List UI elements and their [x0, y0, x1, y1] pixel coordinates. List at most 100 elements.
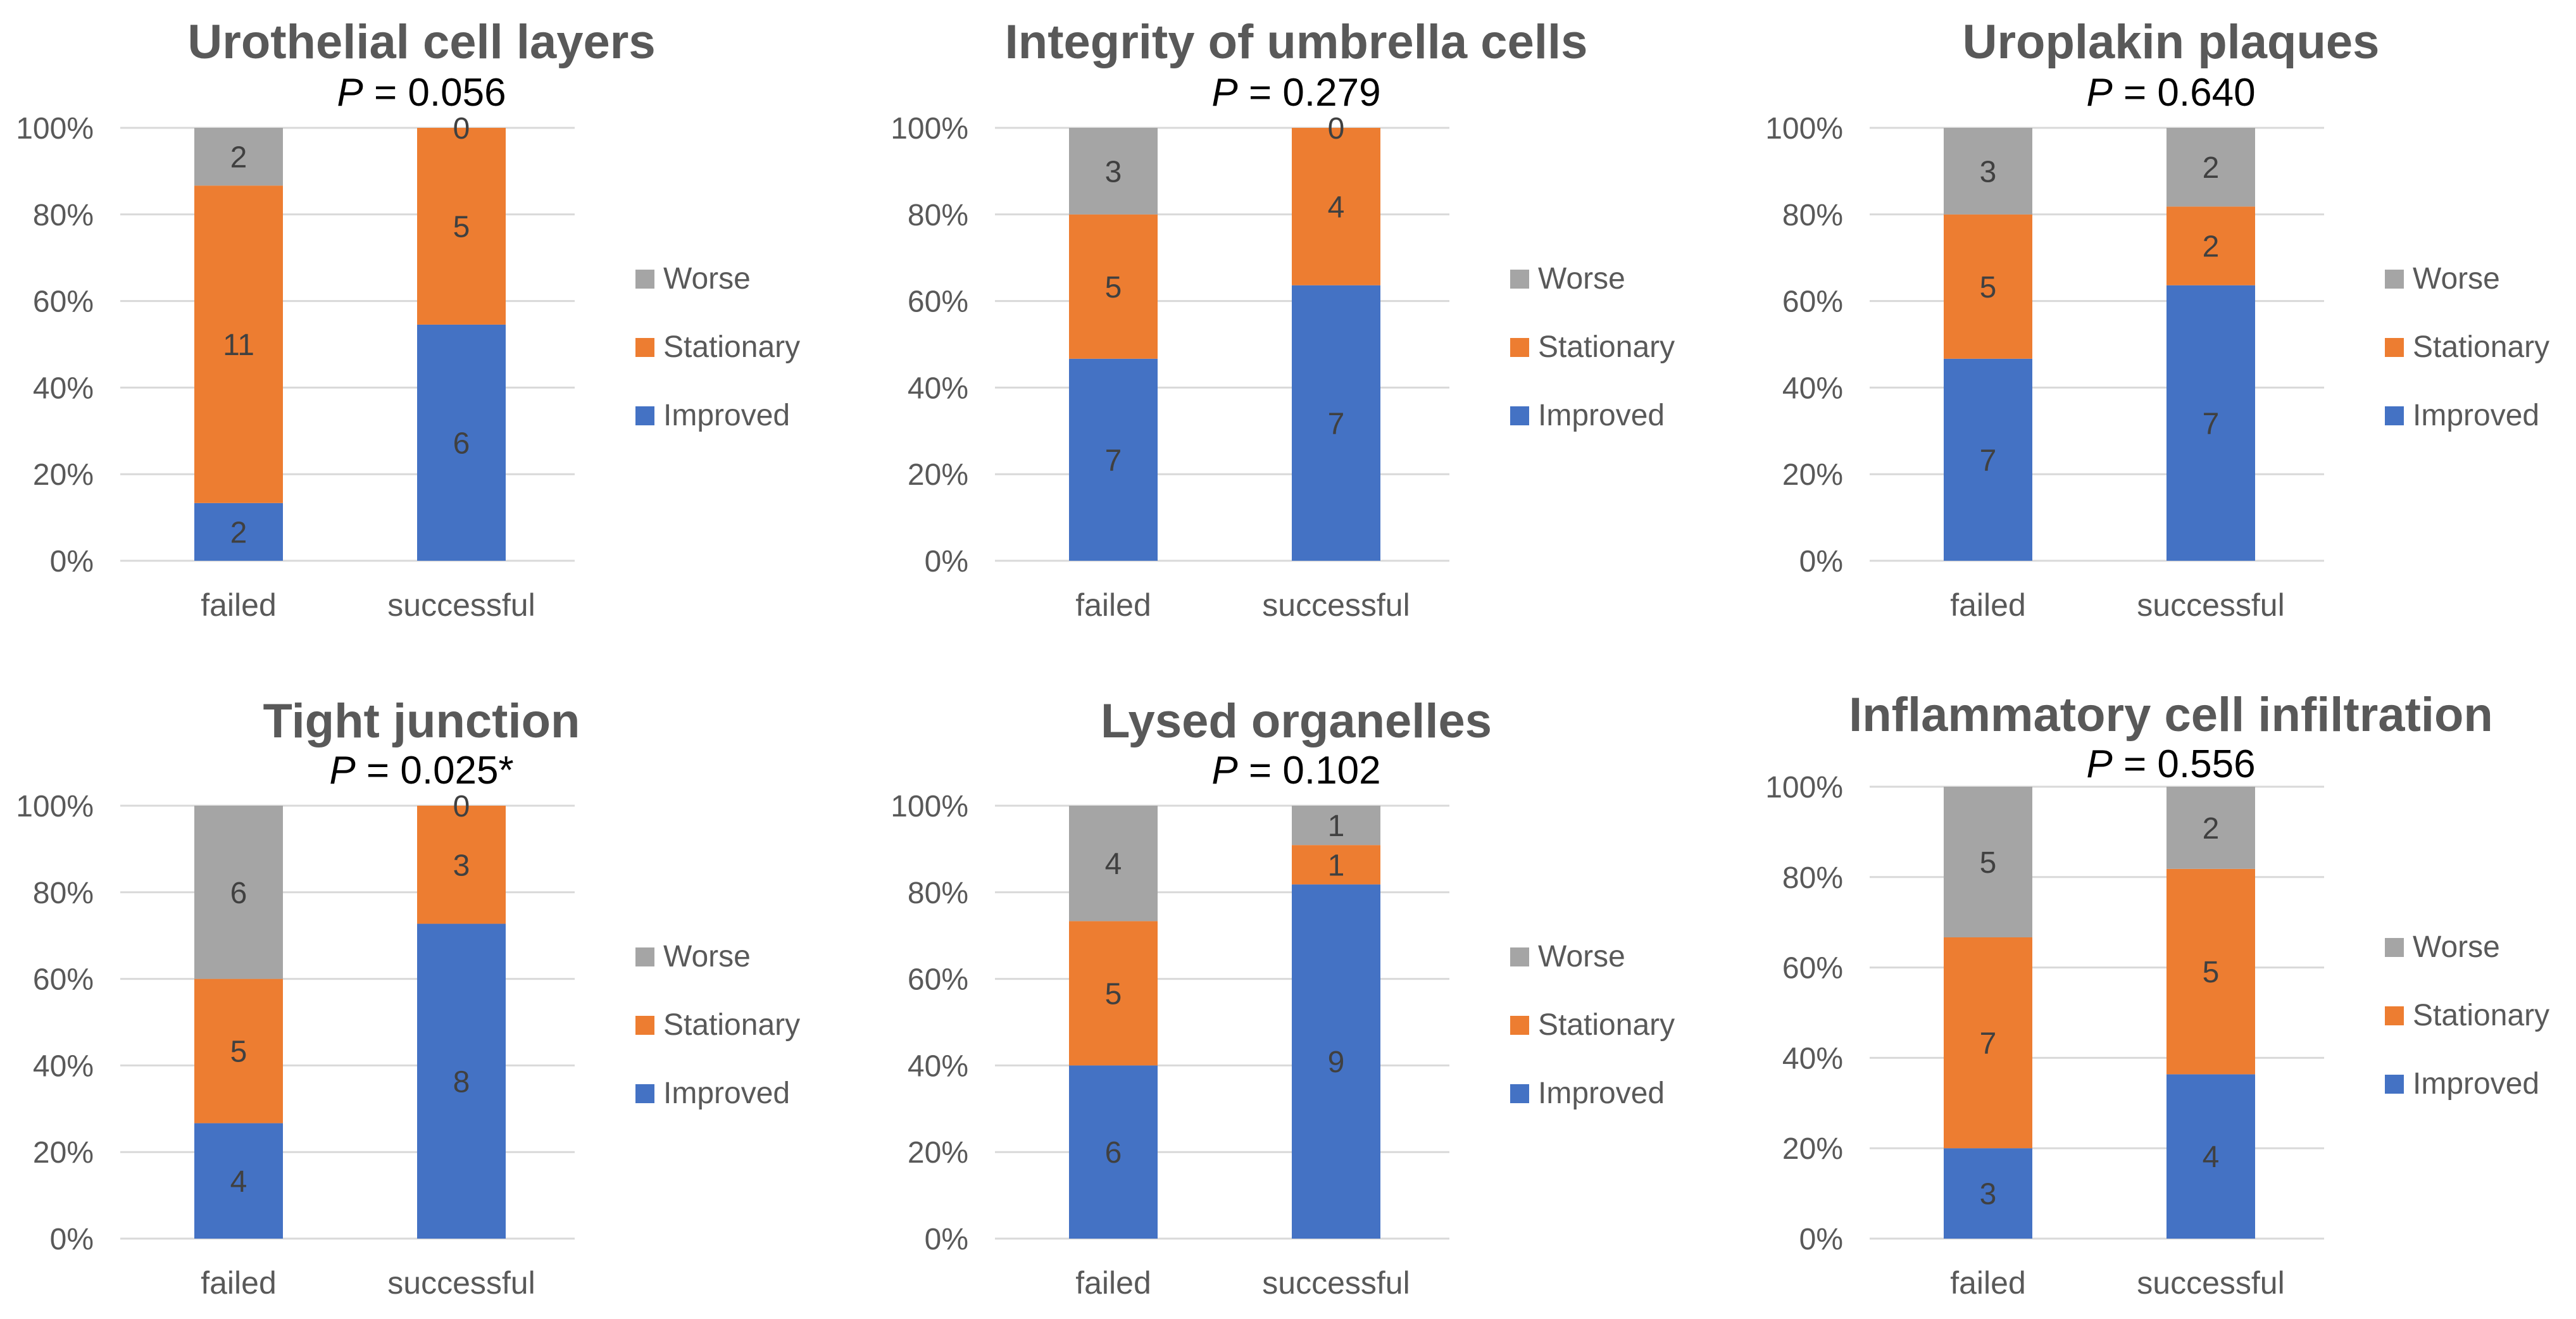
y-tick-label: 20% [33, 458, 94, 492]
bar-segment-worse [194, 128, 283, 186]
legend-label: Stationary [1538, 330, 1675, 364]
data-label: 0 [453, 790, 470, 823]
p-value-label: P = 0.102 [1211, 749, 1380, 792]
x-tick-label: failed [201, 587, 277, 623]
legend-swatch [1510, 270, 1529, 289]
bar-segment-stationary [417, 806, 506, 924]
bar-segment-improved [1069, 358, 1158, 561]
legend-label: Improved [663, 399, 790, 432]
legend-item-worse: Worse [1510, 940, 1625, 973]
legend-item-improved: Improved [1510, 1077, 1665, 1110]
chart-title: Uroplakin plaques [1963, 15, 2380, 69]
legend-item-improved: Improved [635, 1077, 790, 1110]
p-value: = 0.640 [2113, 71, 2256, 115]
y-tick-label: 20% [1782, 458, 1843, 492]
p-value: = 0.056 [363, 71, 506, 115]
y-tick-label: 40% [908, 1049, 968, 1083]
legend-swatch [1510, 338, 1529, 357]
bar-segment-stationary [194, 185, 283, 503]
legend-label: Worse [663, 940, 751, 973]
bar-segment-improved [1944, 358, 2032, 561]
bar-segment-improved [417, 324, 506, 561]
y-tick-label: 80% [908, 877, 968, 910]
legend-label: Worse [2413, 930, 2500, 964]
legend-swatch [2385, 270, 2404, 289]
legend-swatch [1510, 1084, 1529, 1103]
p-value-label: P = 0.279 [1211, 71, 1380, 115]
legend-item-stationary: Stationary [1510, 1008, 1675, 1042]
y-tick-label: 40% [33, 1049, 94, 1083]
legend-swatch [1510, 947, 1529, 966]
y-tick-label: 20% [908, 458, 968, 492]
data-label: 3 [1105, 155, 1122, 189]
y-tick-label: 0% [925, 1223, 968, 1256]
data-label: 4 [2203, 1141, 2220, 1174]
data-label: 0 [1328, 112, 1345, 146]
bar-segment-stationary [194, 978, 283, 1123]
data-label: 7 [1980, 1027, 1997, 1061]
data-label: 1 [1328, 810, 1345, 843]
bar-segment-improved [194, 1123, 283, 1239]
data-label: 8 [453, 1065, 470, 1099]
data-label: 11 [223, 328, 254, 362]
y-tick-label: 80% [1782, 861, 1843, 895]
legend-item-improved: Improved [2385, 1067, 2539, 1101]
data-label: 3 [1980, 155, 1997, 189]
bar-segment-improved [1069, 1065, 1158, 1239]
data-label: 5 [230, 1035, 247, 1069]
bar-segment-stationary [2166, 868, 2255, 1075]
y-tick-label: 100% [16, 112, 94, 146]
bar-segment-worse [194, 806, 283, 979]
data-label: 6 [453, 427, 470, 460]
bar-segment-improved [2166, 285, 2255, 561]
data-label: 5 [453, 210, 470, 244]
data-label: 5 [1105, 271, 1122, 304]
legend-label: Worse [1538, 940, 1625, 973]
p-value: = 0.102 [1238, 749, 1381, 792]
chart-title: Tight junction [263, 694, 580, 748]
chart-title: Lysed organelles [1101, 694, 1492, 748]
data-label: 5 [1105, 977, 1122, 1011]
legend-item-stationary: Stationary [2385, 330, 2549, 364]
data-label: 3 [453, 849, 470, 882]
y-tick-label: 80% [33, 877, 94, 910]
legend-item-improved: Improved [2385, 399, 2539, 432]
bar-segment-worse [1069, 128, 1158, 215]
y-tick-label: 100% [1765, 112, 1843, 146]
legend-swatch [2385, 1006, 2404, 1025]
y-tick-label: 100% [891, 112, 968, 146]
y-tick-label: 60% [1782, 952, 1843, 985]
legend-item-improved: Improved [635, 399, 790, 432]
legend-swatch [635, 338, 654, 357]
legend-item-worse: Worse [2385, 262, 2500, 296]
y-tick-label: 0% [50, 545, 94, 578]
data-label: 4 [1105, 847, 1122, 881]
p-symbol: P [337, 71, 363, 115]
bar-segment-stationary [2166, 206, 2255, 285]
y-tick-label: 100% [891, 790, 968, 823]
p-symbol: P [329, 749, 355, 792]
legend-swatch [1510, 1016, 1529, 1035]
bar-segment-stationary [1069, 214, 1158, 359]
legend-swatch [2385, 338, 2404, 357]
data-label: 7 [1980, 444, 1997, 477]
legend-item-stationary: Stationary [635, 330, 800, 364]
legend-item-stationary: Stationary [2385, 999, 2549, 1032]
y-tick-label: 0% [1799, 1223, 1843, 1256]
legend-item-worse: Worse [635, 940, 751, 973]
legend-label: Stationary [2413, 999, 2549, 1032]
y-tick-label: 0% [925, 545, 968, 578]
data-label: 1 [1328, 849, 1345, 882]
bar-segment-stationary [417, 128, 506, 325]
x-tick-label: successful [2137, 587, 2284, 623]
bar-segment-worse [1292, 806, 1380, 846]
x-tick-label: failed [1950, 1265, 2026, 1301]
legend-item-stationary: Stationary [635, 1008, 800, 1042]
bar-segment-improved [417, 923, 506, 1239]
legend-swatch [635, 270, 654, 289]
data-label: 2 [2203, 812, 2220, 846]
legend-item-worse: Worse [635, 262, 751, 296]
legend-label: Improved [2413, 399, 2539, 432]
